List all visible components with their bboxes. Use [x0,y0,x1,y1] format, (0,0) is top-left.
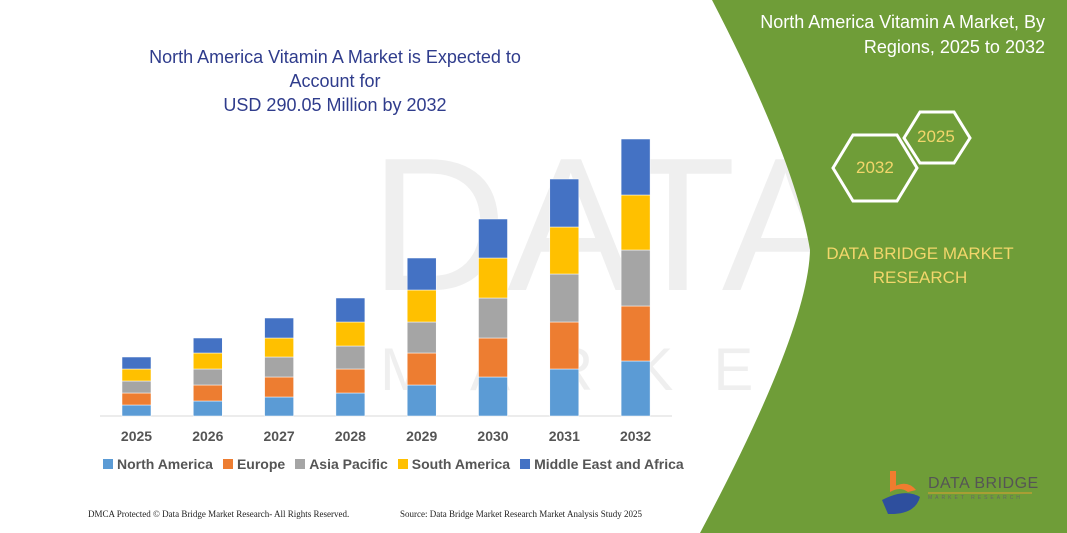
bar-segment-2028-2 [335,345,366,370]
x-tick-label: 2025 [121,428,152,444]
bar-segment-2032-1 [620,305,651,362]
bar-segment-2030-1 [478,337,508,378]
x-tick-label: 2026 [192,428,223,444]
bar-segment-2028-0 [335,392,366,417]
bar-segment-2029-0 [406,384,437,417]
bar-segment-2027-2 [264,356,294,378]
side-title-line1: North America Vitamin A Market, By [760,12,1045,32]
bar-segment-2029-1 [406,352,437,386]
bar-segment-2027-0 [264,396,294,417]
side-title-line2: Regions, 2025 to 2032 [863,37,1045,57]
hexagon-2025-icon [902,110,972,165]
bar-segment-2027-3 [264,337,294,358]
chart-title-line2: USD 290.05 Million by 2032 [223,95,447,115]
x-tick-label: 2032 [620,428,651,444]
logo-icon [882,471,920,515]
bar-segment-2032-2 [620,249,651,307]
legend-swatch [520,459,531,469]
bar-segment-2030-0 [478,376,508,417]
x-tick-label: 2031 [549,428,580,444]
bar-segment-2025-2 [121,380,152,394]
hex-label-start: 2025 [917,127,955,146]
x-tick-label: 2027 [264,428,295,444]
legend-label: North America [117,456,213,472]
bar-segment-2029-4 [406,257,437,291]
legend-swatch [397,459,408,469]
legend-label: Europe [236,456,286,472]
footer-source: Source: Data Bridge Market Research Mark… [400,509,642,519]
bar-segment-2031-0 [549,368,580,417]
bar-segment-2029-3 [406,289,437,323]
side-title: North America Vitamin A Market, By Regio… [715,10,1045,60]
bar-segment-2028-3 [335,321,366,347]
bar-segment-2026-1 [193,384,223,402]
brand-text: DATA BRIDGE MARKET RESEARCH [820,242,1020,290]
bar-segment-2031-4 [549,178,580,228]
x-tick-label: 2029 [406,428,437,444]
hex-label-end: 2032 [856,158,894,177]
legend-label: Middle East and Africa [534,456,684,472]
legend-swatch [295,459,306,469]
legend-item: Asia Pacific [295,456,388,472]
bar-segment-2030-3 [478,257,508,299]
bar-segment-2028-4 [335,297,366,323]
legend-label: South America [411,456,511,472]
brand-line2: RESEARCH [872,268,968,287]
logo-text: DATA BRIDGE [928,475,1039,492]
hexagon-2032-icon [831,133,919,203]
bar-segment-2032-3 [620,194,651,251]
x-tick-label: 2030 [477,428,508,444]
bar-segment-2025-0 [121,404,152,417]
x-tick-label: 2028 [335,428,366,444]
bar-segment-2030-4 [478,218,508,259]
bar-segment-2031-2 [549,273,580,323]
brand-line1: DATA BRIDGE MARKET [826,244,1014,263]
bar-segment-2025-4 [121,356,152,370]
chart-legend: North America Europe Asia Pacific South Ame… [103,456,684,472]
bar-segment-2026-4 [193,337,223,354]
bar-segment-2025-1 [121,392,152,406]
bar-segment-2029-2 [406,321,437,354]
bar-segment-2026-3 [193,352,223,370]
bar-segment-2031-3 [549,226,580,275]
bar-segment-2027-4 [264,317,294,339]
bar-segment-2028-1 [335,368,366,394]
stacked-bar-chart: 2025 2026 2027 2028 2029 2030 2031 2032 [100,138,672,444]
bar-segment-2031-1 [549,321,580,370]
bar-segment-2026-0 [193,400,223,417]
legend-swatch [222,459,233,469]
legend-item: South America [397,456,511,472]
bar-segment-2030-2 [478,297,508,339]
chart-title-line1: North America Vitamin A Market is Expect… [149,47,521,91]
bar-segment-2027-1 [264,376,294,398]
bar-segment-2025-3 [121,368,152,382]
legend-label: Asia Pacific [309,456,388,472]
legend-item: Middle East and Africa [520,456,684,472]
chart-title: North America Vitamin A Market is Expect… [130,45,540,117]
bar-segment-2026-2 [193,368,223,386]
legend-item: Europe [222,456,286,472]
bar-segment-2032-4 [620,138,651,196]
logo-subtext: MARKET RESEARCH [928,495,1023,501]
footer-copyright: DMCA Protected © Data Bridge Market Rese… [88,509,350,519]
green-panel [700,0,1067,533]
legend-swatch [103,459,113,469]
legend-item: North America [103,456,213,472]
bar-segment-2032-0 [620,360,651,417]
